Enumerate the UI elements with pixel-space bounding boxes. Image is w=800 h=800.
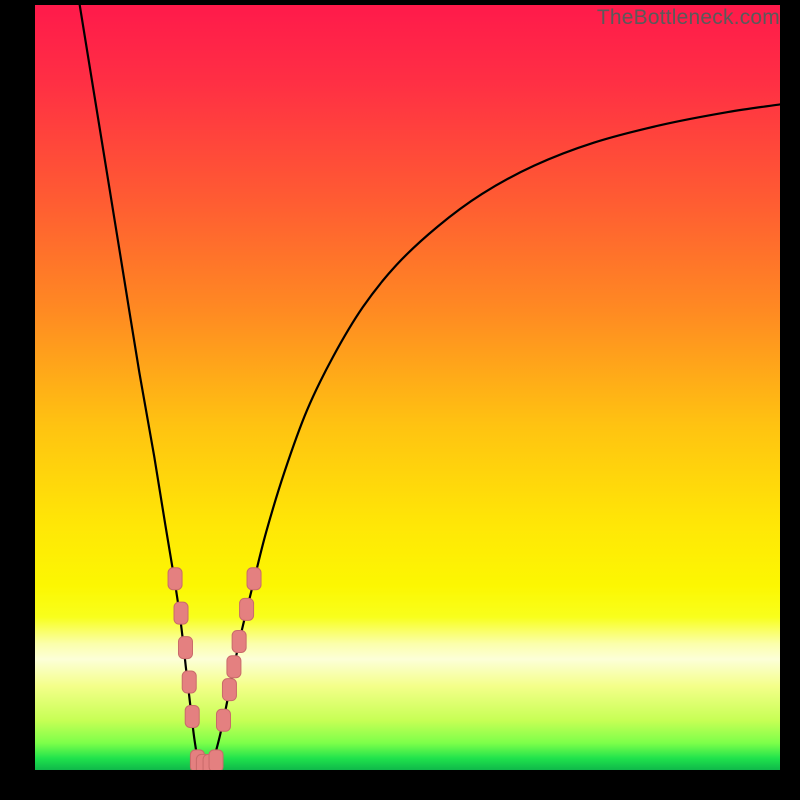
data-marker <box>209 750 223 770</box>
data-marker <box>168 568 182 590</box>
data-marker <box>240 598 254 620</box>
data-marker <box>174 602 188 624</box>
data-marker <box>178 637 192 659</box>
data-marker <box>227 656 241 678</box>
plot-area <box>35 5 780 770</box>
data-marker <box>216 709 230 731</box>
bottleneck-chart-svg <box>35 5 780 770</box>
watermark-text: TheBottleneck.com <box>597 6 780 30</box>
data-marker <box>182 671 196 693</box>
chart-frame: TheBottleneck.com <box>0 0 800 800</box>
data-marker <box>185 705 199 727</box>
data-marker <box>247 568 261 590</box>
gradient-background <box>35 5 780 770</box>
data-marker <box>222 679 236 701</box>
data-marker <box>232 630 246 652</box>
